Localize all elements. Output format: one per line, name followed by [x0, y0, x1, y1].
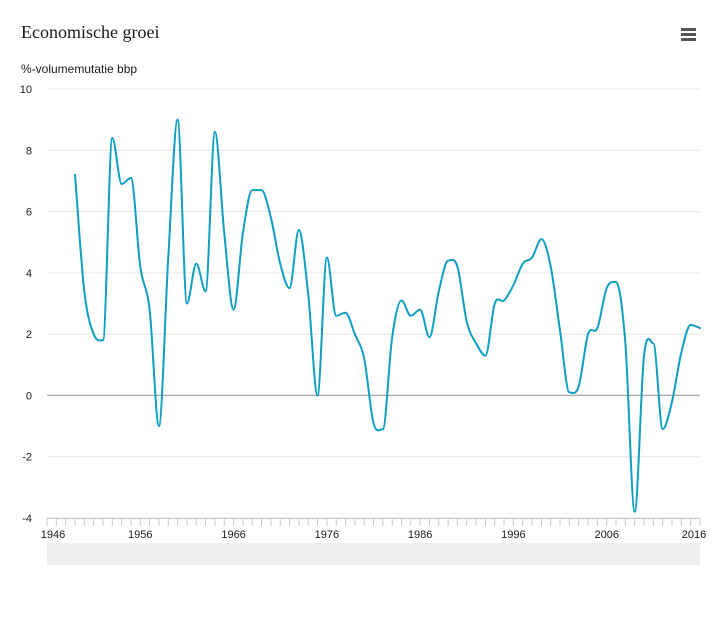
y-tick-labels: 10 8 6 4 2 0 -2 -4 — [20, 84, 32, 525]
x-tick-labels: 1946 1956 1966 1976 1986 1996 2006 2016 — [41, 529, 706, 541]
x-axis — [46, 518, 701, 526]
x-tick-label: 2006 — [594, 529, 618, 541]
series-group — [73, 118, 701, 513]
y-tick-label: 10 — [20, 84, 32, 96]
y-tick-label: -2 — [22, 452, 32, 464]
series-line[interactable] — [73, 118, 701, 513]
y-axis-title: %-volumemutatie bbp — [21, 62, 138, 76]
y-tick-label: 0 — [26, 390, 32, 402]
y-tick-label: 2 — [26, 329, 32, 341]
x-tick-label: 2016 — [682, 529, 706, 541]
x-tick-label: 1956 — [128, 529, 152, 541]
y-tick-label: 4 — [26, 268, 32, 280]
hamburger-menu-icon[interactable] — [681, 28, 696, 43]
x-tick-label: 1986 — [408, 529, 432, 541]
menu-bar — [681, 33, 696, 36]
y-tick-label: -4 — [22, 513, 32, 525]
y-tick-label: 6 — [26, 207, 32, 219]
grid-lines — [47, 88, 700, 519]
x-tick-label: 1966 — [221, 529, 245, 541]
menu-bar — [681, 38, 696, 41]
x-tick-label: 1976 — [315, 529, 339, 541]
x-tick-label: 1946 — [41, 529, 65, 541]
chart-title: Economische groei — [21, 22, 160, 42]
range-navigator[interactable] — [47, 543, 700, 565]
y-tick-label: 8 — [26, 145, 32, 157]
x-tick-label: 1996 — [501, 529, 525, 541]
menu-bar — [681, 28, 696, 31]
